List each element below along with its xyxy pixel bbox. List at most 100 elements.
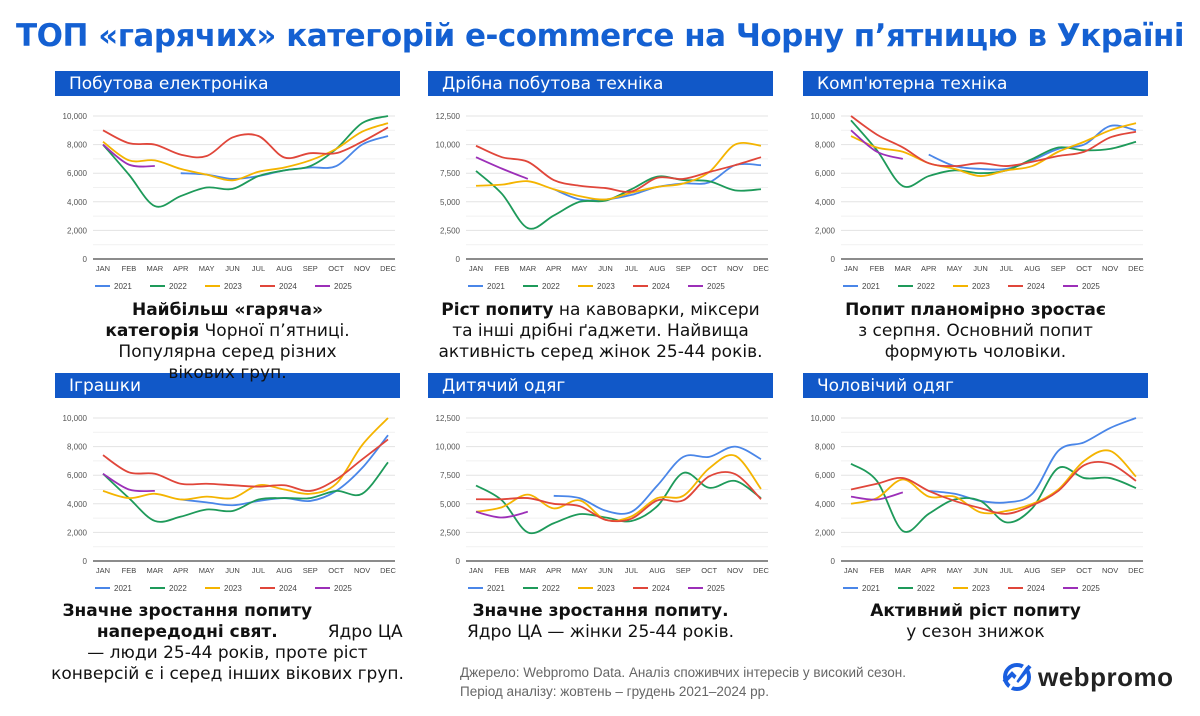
series-line-2024: [850, 115, 1137, 167]
series-line-2025: [850, 129, 904, 160]
x-tick-label: JUL: [1000, 264, 1013, 273]
y-tick-label: 5,000: [440, 500, 461, 509]
x-tick-label: APR: [546, 264, 562, 273]
x-tick-label: JAN: [96, 264, 110, 273]
x-tick-label: DEC: [1128, 566, 1144, 575]
caption-3: Попит планомірно зростає з серпня. Основ…: [845, 300, 1106, 362]
legend-label: 2025: [707, 282, 725, 291]
x-tick-label: JUL: [625, 264, 638, 273]
series-line-2023: [850, 122, 1137, 177]
x-tick-label: SEP: [303, 566, 318, 575]
legend-label: 2024: [279, 584, 297, 593]
chart-title: Побутова електроніка: [55, 71, 400, 96]
series-line-2024: [102, 438, 389, 492]
series-line-2022: [850, 462, 1137, 533]
x-tick-label: OCT: [701, 264, 717, 273]
x-tick-label: FEB: [870, 264, 885, 273]
x-tick-label: AUG: [1024, 566, 1040, 575]
y-tick-label: 2,500: [440, 528, 461, 537]
x-tick-label: DEC: [380, 264, 396, 273]
y-tick-label: 7,500: [440, 169, 461, 178]
x-tick-label: OCT: [328, 566, 344, 575]
y-tick-label: 6,000: [67, 169, 88, 178]
x-tick-label: APR: [173, 264, 189, 273]
series-line-2022: [475, 170, 762, 230]
y-tick-label: 8,000: [67, 141, 88, 150]
y-tick-label: 0: [831, 255, 836, 264]
x-tick-label: FEB: [870, 566, 885, 575]
x-tick-label: NOV: [727, 566, 743, 575]
line-chart: 0 2,000 4,000 6,000 8,000 10,000 JAN FEB MAR APR M…: [811, 112, 1145, 291]
x-tick-label: DEC: [380, 566, 396, 575]
x-tick-label: DEC: [1128, 264, 1144, 273]
legend-label: 2025: [334, 584, 352, 593]
x-tick-label: MAY: [947, 264, 963, 273]
y-tick-label: 4,000: [67, 500, 88, 509]
caption-1: Найбільш «гаряча» категорія Чорної п’ятн…: [105, 300, 350, 383]
x-tick-label: AUG: [649, 566, 665, 575]
x-tick-label: JUL: [1000, 566, 1013, 575]
x-tick-label: JUN: [973, 264, 988, 273]
webpromo-logo-icon: [1002, 662, 1032, 692]
series-line-2024: [475, 144, 762, 193]
x-tick-label: SEP: [1051, 264, 1066, 273]
y-tick-label: 12,500: [436, 112, 461, 121]
chart-panel: Дитячий одяг 0 2,500 5,000 7,500 10,000 12,500…: [428, 373, 773, 598]
chart-title: Чоловічий одяг: [803, 373, 1148, 398]
legend-label: 2025: [707, 584, 725, 593]
chart-panel: Комп'ютерна техніка 0 2,000 4,000 6,000 8,000…: [803, 71, 1148, 296]
x-tick-label: APR: [546, 566, 562, 575]
x-tick-label: MAR: [146, 264, 163, 273]
legend-label: 2025: [1082, 282, 1100, 291]
x-tick-label: MAR: [894, 264, 911, 273]
x-tick-label: SEP: [1051, 566, 1066, 575]
legend-label: 2024: [652, 282, 670, 291]
series-line-2023: [102, 122, 389, 182]
series-line-2023: [850, 449, 1137, 515]
y-tick-label: 8,000: [815, 141, 836, 150]
x-tick-label: MAY: [572, 264, 588, 273]
series-line-2024: [850, 460, 1137, 515]
y-tick-label: 2,000: [815, 528, 836, 537]
legend-label: 2021: [114, 282, 132, 291]
x-tick-label: DEC: [753, 264, 769, 273]
legend-label: 2021: [862, 584, 880, 593]
y-tick-label: 10,000: [63, 414, 88, 423]
x-tick-label: JUL: [252, 566, 265, 575]
x-tick-label: MAY: [199, 264, 215, 273]
chart-title: Дрібна побутова техніка: [428, 71, 773, 96]
series-line-2022: [102, 115, 389, 208]
x-tick-label: FEB: [122, 264, 137, 273]
legend-label: 2022: [917, 584, 935, 593]
x-tick-label: JUL: [252, 264, 265, 273]
chart-panel: Чоловічий одяг 0 2,000 4,000 6,000 8,000 10,00…: [803, 373, 1148, 598]
x-tick-label: JUN: [225, 264, 240, 273]
x-tick-label: MAR: [519, 566, 536, 575]
legend-label: 2023: [972, 282, 990, 291]
y-tick-label: 0: [456, 255, 461, 264]
caption-2: Ріст попиту на кавоварки, міксери та інш…: [438, 300, 763, 362]
legend-label: 2021: [487, 584, 505, 593]
x-tick-label: NOV: [1102, 566, 1118, 575]
series-line-2024: [475, 471, 762, 523]
period-line: Період аналізу: жовтень – грудень 2021–2…: [460, 684, 769, 699]
series-line-2025: [850, 491, 904, 501]
y-tick-label: 6,000: [815, 471, 836, 480]
legend-label: 2023: [597, 282, 615, 291]
y-tick-label: 4,000: [67, 198, 88, 207]
series-line-2021: [553, 163, 762, 202]
x-tick-label: AUG: [276, 264, 292, 273]
legend-label: 2023: [972, 584, 990, 593]
page-title: ТОП «гарячих» категорій e-commerce на Чо…: [15, 18, 1185, 54]
legend-label: 2021: [862, 282, 880, 291]
y-tick-label: 4,000: [815, 198, 836, 207]
legend-label: 2021: [114, 584, 132, 593]
legend-label: 2022: [542, 282, 560, 291]
y-tick-label: 4,000: [815, 500, 836, 509]
y-tick-label: 5,000: [440, 198, 461, 207]
x-tick-label: JAN: [96, 566, 110, 575]
legend-label: 2024: [1027, 282, 1045, 291]
x-tick-label: AUG: [649, 264, 665, 273]
x-tick-label: MAR: [894, 566, 911, 575]
y-tick-label: 2,500: [440, 226, 461, 235]
